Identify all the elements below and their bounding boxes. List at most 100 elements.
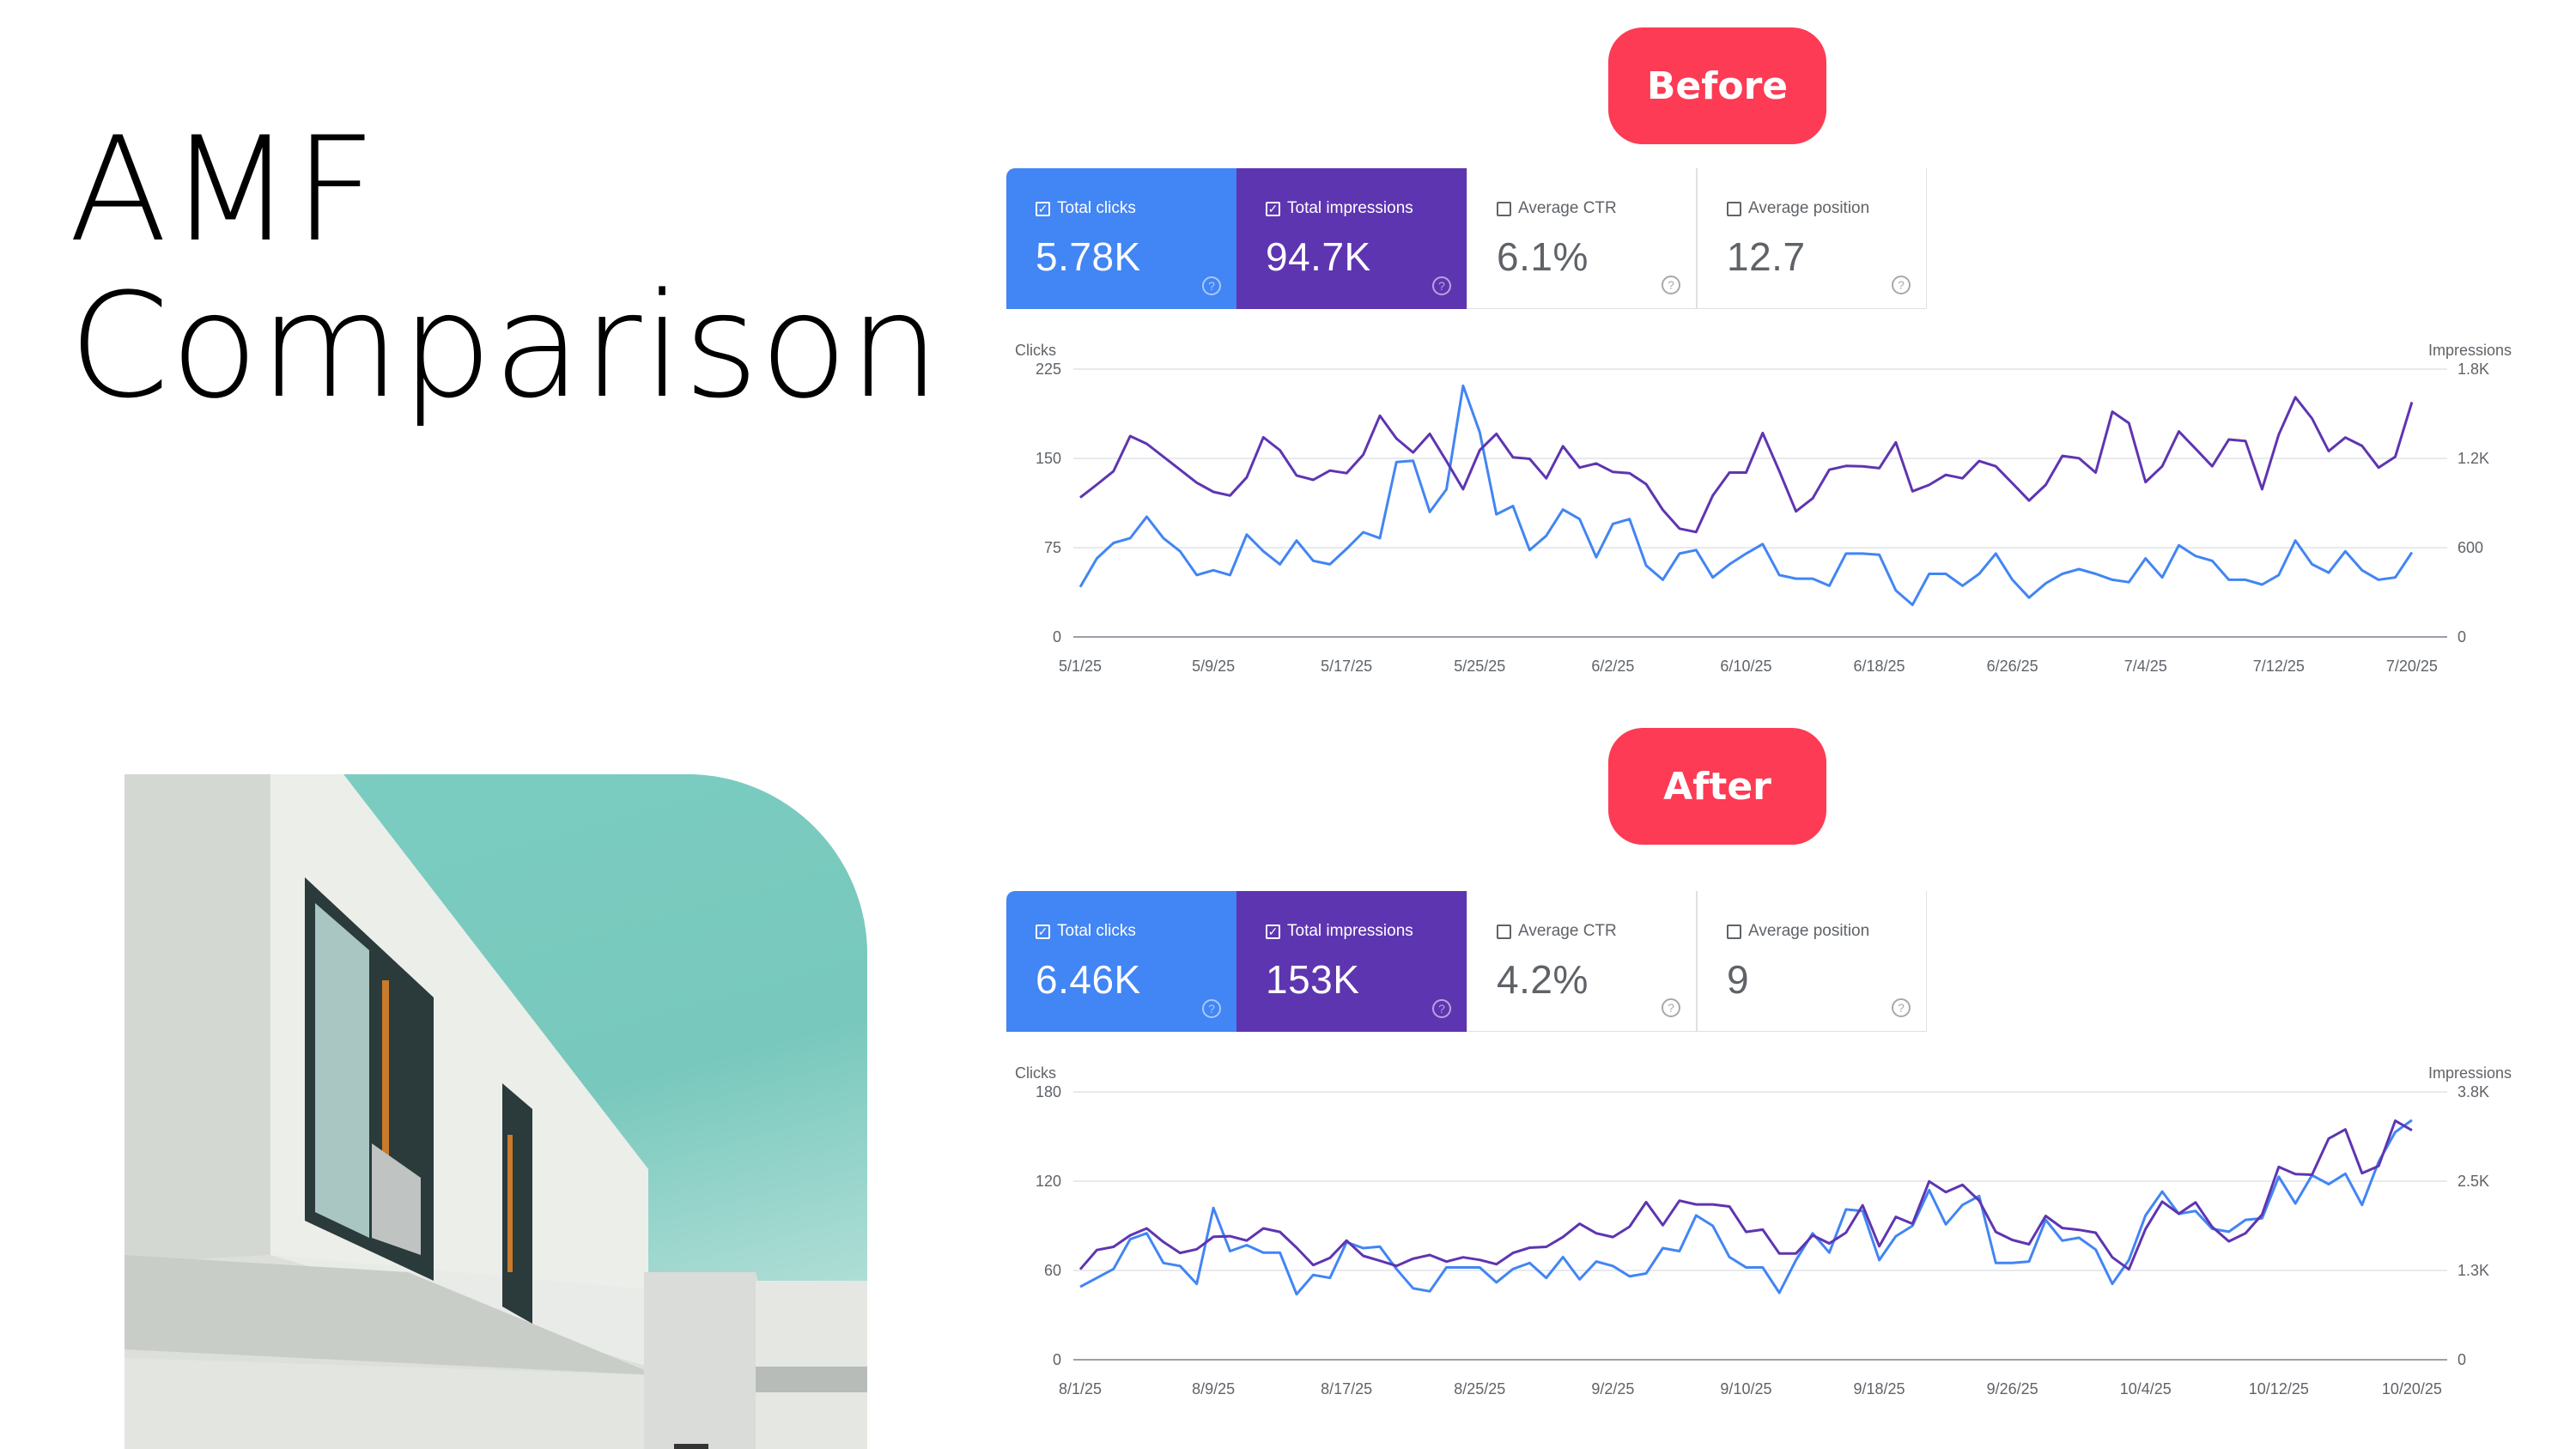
after-card-total-clicks[interactable]: ✓ Total clicks 6.46K ? — [1006, 891, 1236, 1032]
after-line-chart: Clicks Impressions 0 0 60 1.3K 120 2.5K 180 3.8K 8… — [1005, 1059, 2516, 1428]
clicks-line — [1079, 1119, 2413, 1296]
right-axis-title: Impressions — [2428, 1064, 2512, 1082]
before-card-average-position[interactable]: Average position 12.7 ? — [1697, 168, 1927, 309]
right-axis-title: Impressions — [2428, 342, 2512, 359]
right-tick-label: 2.5K — [2458, 1173, 2489, 1190]
after-card-total-impressions[interactable]: ✓ Total impressions 153K ? — [1236, 891, 1467, 1032]
x-tick-label: 9/18/25 — [1854, 1380, 1905, 1397]
after-label-text: After — [1663, 764, 1771, 809]
after-search-console-panel: ✓ Total clicks 6.46K ? ✓ Total impressions… — [1005, 891, 2516, 1432]
help-icon[interactable]: ? — [1892, 998, 1911, 1017]
x-tick-label: 6/2/25 — [1591, 658, 1634, 675]
after-card-average-ctr[interactable]: Average CTR 4.2% ? — [1467, 891, 1697, 1032]
x-tick-label: 10/12/25 — [2249, 1380, 2309, 1397]
card-value: 153K — [1266, 957, 1360, 1002]
left-axis-title: Clicks — [1015, 342, 1056, 359]
left-axis-title: Clicks — [1015, 1064, 1056, 1082]
right-tick-label: 0 — [2458, 1351, 2466, 1368]
checkbox-checked-icon[interactable]: ✓ — [1266, 201, 1280, 216]
before-label-badge: Before — [1608, 27, 1826, 144]
building-illustration — [125, 774, 867, 1449]
impressions-line — [1079, 396, 2414, 534]
x-tick-label: 8/17/25 — [1321, 1380, 1372, 1397]
x-tick-label: 7/12/25 — [2253, 658, 2305, 675]
before-label-text: Before — [1646, 64, 1789, 108]
after-card-average-position[interactable]: Average position 9 ? — [1697, 891, 1927, 1032]
after-chart-svg: Clicks Impressions 0 0 60 1.3K 120 2.5K 180 3.8K 8… — [1015, 1064, 2512, 1397]
help-icon[interactable]: ? — [1432, 999, 1451, 1018]
card-value: 6.1% — [1497, 234, 1589, 279]
right-tick-label: 3.8K — [2458, 1083, 2489, 1100]
card-value: 9 — [1727, 957, 1750, 1002]
card-label: Total clicks — [1057, 922, 1136, 940]
card-value: 4.2% — [1497, 957, 1589, 1002]
help-icon[interactable]: ? — [1662, 998, 1680, 1017]
before-chart-svg: Clicks Impressions 0 0 75 600 150 1.2K 225 1.8K 5/… — [1015, 342, 2512, 675]
x-tick-label: 7/4/25 — [2124, 658, 2167, 675]
help-icon[interactable]: ? — [1892, 276, 1911, 294]
after-metric-cards: ✓ Total clicks 6.46K ? ✓ Total impressions… — [1006, 891, 1927, 1032]
x-tick-label: 8/9/25 — [1192, 1380, 1235, 1397]
checkbox-checked-icon[interactable]: ✓ — [1036, 924, 1050, 939]
help-icon[interactable]: ? — [1202, 999, 1221, 1018]
title-line-1: AMF — [69, 106, 378, 274]
before-search-console-panel: ✓ Total clicks 5.78K ? ✓ Total impressions… — [1005, 168, 2516, 709]
after-label-badge: After — [1608, 728, 1826, 845]
card-value: 6.46K — [1036, 957, 1141, 1002]
impressions-line — [1078, 1119, 2413, 1271]
x-tick-label: 5/9/25 — [1192, 658, 1235, 675]
card-value: 5.78K — [1036, 234, 1141, 279]
right-tick-label: 1.3K — [2458, 1262, 2489, 1279]
before-card-average-ctr[interactable]: Average CTR 6.1% ? — [1467, 168, 1697, 309]
checkbox-unchecked-icon[interactable] — [1497, 201, 1511, 216]
right-tick-label: 1.8K — [2458, 361, 2489, 378]
right-tick-label: 1.2K — [2458, 450, 2489, 467]
card-label: Average CTR — [1518, 199, 1617, 217]
right-tick-label: 600 — [2458, 539, 2483, 556]
left-tick-label: 150 — [1036, 450, 1061, 467]
card-label: Total clicks — [1057, 199, 1136, 217]
before-card-total-impressions[interactable]: ✓ Total impressions 94.7K ? — [1236, 168, 1467, 309]
building-photo — [125, 774, 867, 1449]
left-tick-label: 60 — [1044, 1262, 1061, 1279]
left-tick-label: 0 — [1053, 628, 1061, 646]
card-value: 94.7K — [1266, 234, 1371, 279]
x-tick-label: 5/25/25 — [1454, 658, 1505, 675]
x-tick-label: 5/1/25 — [1059, 658, 1102, 675]
checkbox-unchecked-icon[interactable] — [1727, 201, 1741, 216]
checkbox-checked-icon[interactable]: ✓ — [1036, 201, 1050, 216]
x-tick-label: 6/18/25 — [1854, 658, 1905, 675]
help-icon[interactable]: ? — [1432, 276, 1451, 295]
x-tick-label: 9/2/25 — [1591, 1380, 1634, 1397]
card-label: Average position — [1748, 922, 1870, 940]
x-tick-label: 6/26/25 — [1987, 658, 2038, 675]
title-line-2: Comparison — [69, 262, 941, 430]
before-line-chart: Clicks Impressions 0 0 75 600 150 1.2K 225 1.8K 5/… — [1005, 336, 2516, 706]
x-tick-label: 10/4/25 — [2120, 1380, 2172, 1397]
page-title: AMF Comparison — [69, 112, 941, 424]
x-tick-label: 6/10/25 — [1720, 658, 1771, 675]
help-icon[interactable]: ? — [1202, 276, 1221, 295]
right-tick-label: 0 — [2458, 628, 2466, 646]
card-label: Total impressions — [1287, 199, 1413, 217]
card-value: 12.7 — [1727, 234, 1806, 279]
x-tick-label: 9/10/25 — [1720, 1380, 1771, 1397]
checkbox-unchecked-icon[interactable] — [1497, 924, 1511, 939]
clicks-line — [1078, 384, 2414, 607]
left-tick-label: 0 — [1053, 1351, 1061, 1368]
card-label: Total impressions — [1287, 922, 1413, 940]
left-tick-label: 225 — [1036, 361, 1061, 378]
before-metric-cards: ✓ Total clicks 5.78K ? ✓ Total impressions… — [1006, 168, 1927, 309]
left-tick-label: 75 — [1044, 539, 1061, 556]
left-tick-label: 120 — [1036, 1173, 1061, 1190]
card-label: Average position — [1748, 199, 1870, 217]
card-label: Average CTR — [1518, 922, 1617, 940]
checkbox-checked-icon[interactable]: ✓ — [1266, 924, 1280, 939]
x-tick-label: 8/1/25 — [1059, 1380, 1102, 1397]
help-icon[interactable]: ? — [1662, 276, 1680, 294]
before-card-total-clicks[interactable]: ✓ Total clicks 5.78K ? — [1006, 168, 1236, 309]
checkbox-unchecked-icon[interactable] — [1727, 924, 1741, 939]
x-tick-label: 8/25/25 — [1454, 1380, 1505, 1397]
left-tick-label: 180 — [1036, 1083, 1061, 1100]
x-tick-label: 10/20/25 — [2382, 1380, 2442, 1397]
